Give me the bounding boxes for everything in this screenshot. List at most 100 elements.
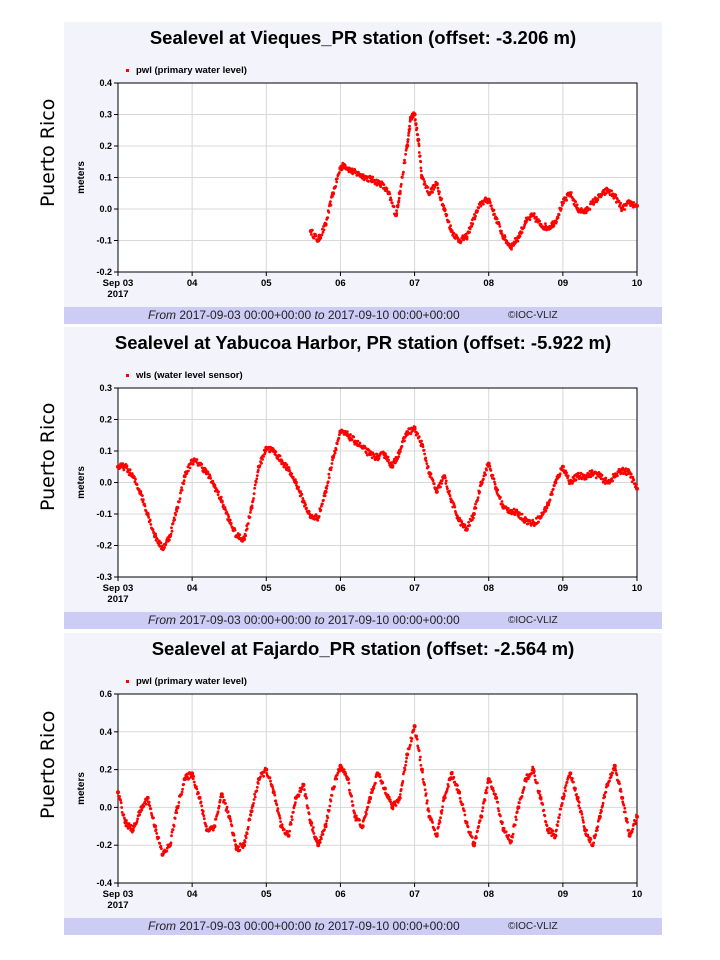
data-point-fill	[552, 224, 556, 228]
data-point-fill	[306, 806, 310, 810]
data-point-fill	[399, 788, 403, 791]
data-point	[116, 790, 120, 795]
data-point-fill	[581, 816, 584, 819]
legend-marker	[126, 680, 129, 683]
data-point-fill	[321, 502, 324, 506]
data-point-fill	[613, 766, 617, 770]
data-point-fill	[149, 807, 153, 811]
data-point-fill	[485, 791, 488, 795]
data-point-fill	[571, 777, 574, 780]
data-point-fill	[177, 804, 180, 808]
data-point-fill	[147, 516, 151, 519]
y-tick-label: 0.2	[99, 765, 112, 775]
data-point-fill	[440, 811, 443, 815]
data-point-fill	[426, 186, 430, 189]
data-point-fill	[399, 185, 403, 188]
data-point-fill	[589, 475, 593, 479]
data-point-fill	[518, 234, 522, 238]
data-point-fill	[255, 477, 259, 481]
data-point	[293, 480, 298, 485]
data-point-fill	[173, 817, 177, 820]
data-point-fill	[481, 481, 484, 484]
data-point-fill	[163, 546, 166, 549]
data-point-fill	[600, 192, 604, 196]
data-point-fill	[431, 479, 435, 483]
data-point-fill	[563, 786, 567, 790]
data-point-fill	[476, 498, 479, 502]
copyright-text: ©IOC-VLIZ	[508, 310, 558, 321]
data-point-fill	[619, 790, 623, 793]
data-point-fill	[433, 828, 437, 832]
data-point-fill	[294, 478, 297, 481]
data-point-fill	[496, 807, 500, 810]
data-point-fill	[410, 737, 414, 740]
data-point	[153, 824, 158, 829]
data-point-fill	[622, 803, 626, 807]
data-point-fill	[591, 198, 595, 201]
data-point-fill	[119, 798, 122, 802]
data-point-fill	[216, 810, 220, 813]
data-point-fill	[304, 503, 307, 507]
data-point-fill	[532, 769, 536, 773]
data-point-fill	[581, 818, 585, 822]
data-point-fill	[421, 770, 424, 774]
data-point-fill	[618, 782, 621, 786]
data-point-fill	[391, 464, 395, 467]
data-point-fill	[483, 798, 487, 802]
data-point-fill	[465, 237, 469, 241]
y-tick-label: 0.3	[99, 110, 112, 120]
data-point-fill	[619, 471, 623, 475]
x-tick-label: 10	[632, 889, 643, 900]
data-point-fill	[416, 432, 420, 435]
data-point-fill	[118, 795, 121, 798]
data-point-fill	[248, 515, 252, 519]
data-point-fill	[252, 802, 256, 805]
data-point-fill	[557, 816, 561, 820]
data-point-fill	[305, 796, 308, 800]
data-point-fill	[427, 809, 431, 813]
data-point-fill	[143, 504, 147, 508]
data-point-fill	[255, 785, 259, 789]
data-point-fill	[181, 787, 184, 791]
data-point-fill	[463, 523, 467, 527]
data-point-fill	[370, 456, 374, 460]
footer-from: From	[148, 919, 176, 933]
data-point-fill	[329, 203, 333, 207]
data-point-fill	[322, 228, 326, 232]
data-point-fill	[578, 806, 582, 810]
data-point-fill	[329, 468, 333, 472]
x-tick-label: 08	[483, 889, 494, 900]
data-point-fill	[409, 432, 413, 436]
data-point-fill	[330, 462, 334, 465]
footer-from-value: 2017-09-03 00:00+00:00	[179, 308, 312, 322]
data-point-fill	[258, 464, 262, 467]
data-point-fill	[591, 473, 595, 477]
data-point-fill	[481, 809, 484, 813]
data-point-fill	[435, 832, 439, 835]
data-point-fill	[426, 465, 430, 469]
data-point-fill	[410, 117, 414, 121]
data-point-fill	[446, 787, 449, 791]
data-point-fill	[180, 486, 183, 489]
data-point-fill	[335, 180, 339, 184]
data-point-fill	[253, 795, 257, 799]
data-point-fill	[403, 161, 407, 165]
data-point-fill	[508, 242, 511, 246]
data-point-fill	[416, 133, 420, 137]
data-point-fill	[329, 200, 332, 204]
data-point-fill	[209, 477, 213, 480]
data-point-fill	[424, 792, 428, 795]
data-point-fill	[290, 818, 294, 821]
data-point-fill	[125, 464, 129, 468]
x-tick-label: 04	[187, 278, 198, 289]
data-point-fill	[331, 458, 334, 462]
data-point	[612, 763, 617, 768]
data-point-fill	[417, 144, 421, 148]
data-point	[420, 767, 424, 772]
data-point-fill	[556, 216, 560, 220]
data-point-fill	[458, 796, 462, 800]
data-point-fill	[623, 469, 627, 473]
data-point-fill	[276, 809, 279, 813]
data-point-fill	[249, 813, 253, 817]
legend-marker	[126, 374, 129, 377]
